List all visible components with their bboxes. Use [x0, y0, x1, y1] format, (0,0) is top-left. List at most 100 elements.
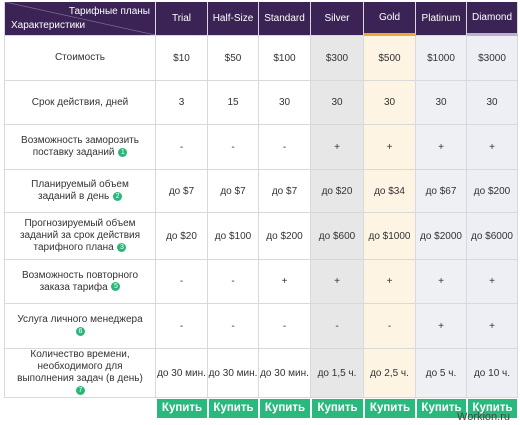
buy-button-half-size[interactable]: Купить: [209, 398, 258, 418]
footnote-badge-icon: 1: [118, 147, 128, 157]
features-title: Характеристики: [11, 20, 86, 31]
feature-label: Срок действия, дней: [31, 96, 129, 108]
feature-label-cell: Услуга личного менеджера 6: [4, 304, 156, 349]
value-cell-gold: до $34: [364, 170, 416, 213]
plan-header-trial: Trial: [156, 2, 208, 36]
value-cell-platinum: +: [416, 304, 467, 349]
table-row: Возможность заморозить поставку заданий …: [4, 125, 518, 170]
table-row: Прогнозируемый объем заданий за срок дей…: [4, 213, 518, 260]
value-cell-diamond: +: [467, 125, 518, 170]
value-cell-diamond: $3000: [467, 36, 518, 81]
footnote-badge-icon: 6: [76, 326, 85, 336]
value-cell-diamond: до $200: [467, 170, 518, 213]
value-cell-gold: -: [364, 304, 416, 349]
value-cell-trial: $10: [156, 36, 208, 81]
header-corner-cell: Тарифные планы Характеристики: [4, 2, 156, 36]
feature-label: Стоимость: [54, 52, 106, 63]
table-row: Срок действия, дней 3 15 30 30 30 30 30: [4, 81, 518, 125]
buy-cell-half-size: Купить: [208, 398, 259, 418]
value-cell-platinum: до 5 ч.: [416, 349, 467, 398]
value-cell-gold: до $1000: [364, 213, 416, 260]
table-row: Услуга личного менеджера 6- - - - - + +: [4, 304, 518, 349]
value-cell-gold: 30: [364, 81, 416, 125]
value-cell-trial: -: [156, 304, 208, 349]
plan-header-platinum: Platinum: [416, 2, 467, 36]
value-cell-diamond: до $6000: [467, 213, 518, 260]
value-cell-trial: 3: [156, 81, 208, 125]
table-row: Возможность повторного заказа тарифа 5--…: [4, 260, 518, 304]
table-row: Планируемый объем заданий в день 2 до $7 д…: [4, 170, 518, 213]
value-cell-gold: $500: [364, 36, 416, 81]
value-cell-platinum: до $67: [416, 170, 467, 213]
value-cell-trial: -: [156, 125, 208, 170]
feature-label-cell: Планируемый объем заданий в день 2: [4, 170, 156, 213]
value-cell-half-size: до 30 мин.: [208, 349, 259, 398]
buy-button-gold[interactable]: Купить: [365, 398, 415, 418]
buy-cell-gold: Купить: [364, 398, 416, 418]
footnote-badge-icon: 2: [113, 191, 123, 201]
footnote-badge-icon: 7: [76, 385, 85, 395]
value-cell-half-size: до $100: [208, 213, 259, 260]
buy-cell-standard: Купить: [259, 398, 311, 418]
value-cell-half-size: -: [208, 304, 259, 349]
buy-row-spacer: [4, 398, 156, 418]
header-row: Тарифные планы Характеристики Trial Half…: [4, 2, 518, 36]
value-cell-silver: $300: [311, 36, 364, 81]
value-cell-silver: -: [311, 304, 364, 349]
value-cell-diamond: +: [467, 260, 518, 304]
value-cell-gold: до 2,5 ч.: [364, 349, 416, 398]
value-cell-half-size: -: [208, 260, 259, 304]
plan-header-diamond: Diamond: [467, 2, 518, 36]
buy-button-standard[interactable]: Купить: [260, 398, 310, 418]
value-cell-platinum: $1000: [416, 36, 467, 81]
value-cell-silver: 30: [311, 81, 364, 125]
buy-button-silver[interactable]: Купить: [312, 398, 363, 418]
buy-cell-platinum: Купить: [416, 398, 467, 418]
value-cell-standard: до $200: [259, 213, 311, 260]
feature-label: Возможность заморозить поставку заданий: [21, 135, 139, 158]
buy-cell-trial: Купить: [156, 398, 208, 418]
table-row: Количество времени, необходимого для вып…: [4, 349, 518, 398]
value-cell-gold: +: [364, 260, 416, 304]
value-cell-standard: до 30 мин.: [259, 349, 311, 398]
plan-header-half-size: Half-Size: [208, 2, 259, 36]
value-cell-silver: до $600: [311, 213, 364, 260]
feature-label-cell: Срок действия, дней: [4, 81, 156, 125]
plan-header-silver: Silver: [311, 2, 364, 36]
value-cell-diamond: до 10 ч.: [467, 349, 518, 398]
feature-label-cell: Возможность повторного заказа тарифа 5: [4, 260, 156, 304]
buy-button-platinum[interactable]: Купить: [417, 398, 466, 418]
feature-label-cell: Прогнозируемый объем заданий за срок дей…: [4, 213, 156, 260]
feature-label: Планируемый объем заданий в день: [31, 179, 129, 202]
value-cell-standard: +: [259, 260, 311, 304]
feature-label-cell: Стоимость: [4, 36, 156, 81]
value-cell-platinum: до $2000: [416, 213, 467, 260]
value-cell-standard: до $7: [259, 170, 311, 213]
feature-label: Прогнозируемый объем заданий за срок дей…: [19, 218, 141, 253]
watermark: Workion.ru: [457, 411, 510, 423]
value-cell-standard: -: [259, 125, 311, 170]
plans-title: Тарифные планы: [68, 6, 150, 17]
value-cell-silver: +: [311, 260, 364, 304]
value-cell-half-size: -: [208, 125, 259, 170]
value-cell-platinum: +: [416, 125, 467, 170]
value-cell-silver: до $20: [311, 170, 364, 213]
value-cell-diamond: +: [467, 304, 518, 349]
value-cell-trial: до $20: [156, 213, 208, 260]
buy-cell-silver: Купить: [311, 398, 364, 418]
value-cell-trial: до 30 мин.: [156, 349, 208, 398]
feature-label: Количество времени, необходимого для вып…: [17, 349, 143, 384]
buy-button-diamond[interactable]: Купить: [468, 398, 517, 418]
value-cell-standard: 30: [259, 81, 311, 125]
feature-label: Услуга личного менеджера: [17, 314, 143, 325]
value-cell-standard: -: [259, 304, 311, 349]
feature-label: Возможность повторного заказа тарифа: [21, 269, 139, 293]
buy-button-trial[interactable]: Купить: [157, 398, 207, 418]
pricing-table: Тарифные планы Характеристики Trial Half…: [4, 2, 518, 418]
value-cell-trial: до $7: [156, 170, 208, 213]
footnote-badge-icon: 5: [111, 282, 121, 292]
footnote-badge-icon: 3: [117, 242, 127, 252]
value-cell-platinum: +: [416, 260, 467, 304]
value-cell-half-size: до $7: [208, 170, 259, 213]
value-cell-diamond: 30: [467, 81, 518, 125]
